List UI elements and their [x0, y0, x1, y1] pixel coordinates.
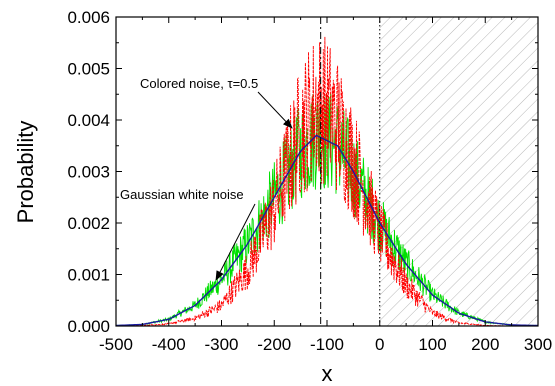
x-tick-label: -200 — [257, 335, 291, 354]
series-line-2 — [116, 134, 538, 326]
y-axis-title: Probability — [13, 121, 38, 224]
y-tick-label: 0.003 — [67, 163, 110, 182]
y-tick-label: 0.001 — [67, 266, 110, 285]
x-tick-label: -400 — [152, 335, 186, 354]
ticks-layer: -500 -400 -300 -200 -100 0 100 200 300 0.000 0.001… — [67, 8, 552, 354]
x-axis-title: x — [322, 361, 333, 386]
x-tick-label: 200 — [471, 335, 499, 354]
annotation-gaussian-white-noise-arrow — [215, 203, 256, 281]
y-tick-label: 0.000 — [67, 317, 110, 336]
y-tick-label: 0.002 — [67, 214, 110, 233]
x-tick-label: 0 — [375, 335, 384, 354]
series-layer — [116, 36, 538, 326]
y-tick-label: 0.006 — [67, 8, 110, 27]
y-tick-label: 0.005 — [67, 60, 110, 79]
x-tick-label: -300 — [204, 335, 238, 354]
x-tick-label: -500 — [99, 335, 133, 354]
series-line-1 — [116, 36, 538, 326]
annotation-colored-noise-arrow — [257, 91, 293, 129]
y-tick-label: 0.004 — [67, 111, 110, 130]
annotation-gaussian-white-noise: Gaussian white noise — [120, 187, 244, 202]
annotation-colored-noise: Colored noise, τ=0.5 — [140, 76, 258, 91]
x-tick-label: -100 — [310, 335, 344, 354]
x-tick-label: 300 — [524, 335, 552, 354]
x-tick-label: 100 — [418, 335, 446, 354]
